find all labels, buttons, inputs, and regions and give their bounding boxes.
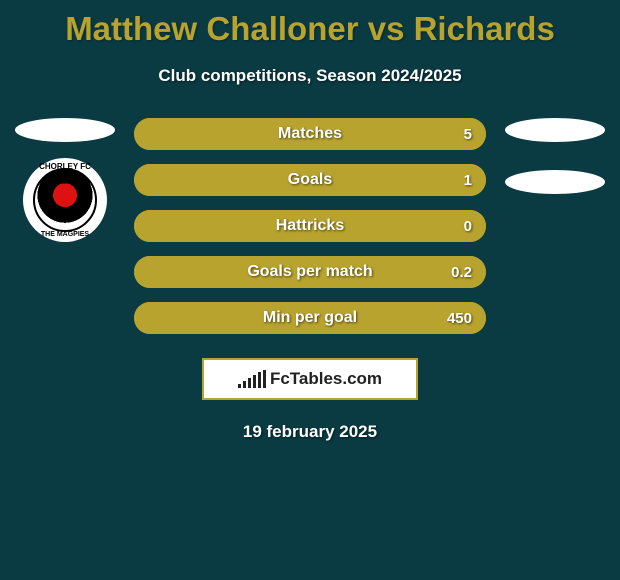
subtitle: Club competitions, Season 2024/2025 [0, 66, 620, 86]
stat-bar-min-per-goal: Min per goal 450 [134, 302, 486, 334]
left-player-col: CHORLEY FC THE MAGPIES [10, 118, 120, 334]
stat-bar-goals: Goals 1 [134, 164, 486, 196]
stat-value: 0 [464, 218, 472, 235]
stats-column: Matches 5 Goals 1 Hattricks 0 Goals per … [120, 118, 500, 334]
stat-label: Min per goal [134, 309, 486, 327]
stat-label: Goals per match [134, 263, 486, 281]
brand-text: FcTables.com [270, 369, 382, 389]
stat-bar-matches: Matches 5 [134, 118, 486, 150]
bar [263, 370, 266, 388]
bar [258, 372, 261, 388]
stat-label: Hattricks [134, 217, 486, 235]
stat-bar-hattricks: Hattricks 0 [134, 210, 486, 242]
stat-value: 450 [447, 310, 472, 327]
stat-label: Goals [134, 171, 486, 189]
stat-value: 0.2 [451, 264, 472, 281]
stat-value: 1 [464, 172, 472, 189]
player-pill-right-1 [505, 118, 605, 142]
bar [253, 375, 256, 388]
player-pill-left [15, 118, 115, 142]
stat-value: 5 [464, 126, 472, 143]
page-title: Matthew Challoner vs Richards [0, 0, 620, 48]
bar [248, 378, 251, 388]
right-player-col [500, 118, 610, 334]
club-badge-bottom-text: THE MAGPIES [23, 231, 107, 238]
stat-label: Matches [134, 125, 486, 143]
bar [243, 381, 246, 388]
player-pill-right-2 [505, 170, 605, 194]
club-badge-left: CHORLEY FC THE MAGPIES [23, 158, 107, 242]
comparison-row: CHORLEY FC THE MAGPIES Matches 5 Goals 1… [0, 118, 620, 334]
brand-watermark: FcTables.com [202, 358, 418, 400]
club-badge-crest [33, 168, 97, 232]
stat-bar-goals-per-match: Goals per match 0.2 [134, 256, 486, 288]
bar [238, 384, 241, 388]
bar-chart-icon [238, 370, 266, 388]
date-text: 19 february 2025 [0, 422, 620, 442]
